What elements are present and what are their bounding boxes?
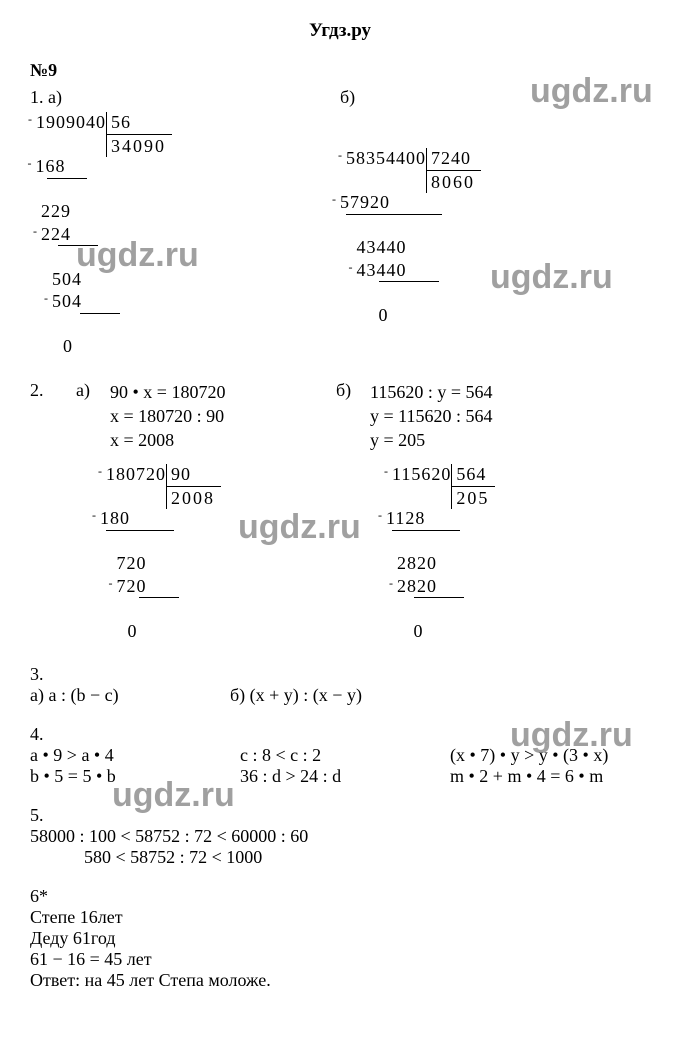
problem-3: 3. а) a : (b − c) б) (x + y) : (x − y): [30, 664, 650, 706]
problem-1: 1. а) 19090405634090 168 229 224 504 504…: [30, 87, 650, 358]
p1a-division: 19090405634090 168 229 224 504 504 0: [30, 112, 330, 358]
problem-5: 5. 58000 : 100 < 58752 : 72 < 60000 : 60…: [30, 805, 650, 868]
p3a: а) a : (b − c): [30, 685, 230, 706]
p4-c1-r1: a • 9 > a • 4: [30, 745, 240, 766]
p2b-division: 1156205642051128 2820 2820 0: [386, 464, 606, 642]
p6-l4: Ответ: на 45 лет Степа моложе.: [30, 970, 650, 991]
p6-l3: 61 − 16 = 45 лет: [30, 949, 650, 970]
problem-2: 2. а) 90 • x = 180720 x = 180720 : 90 x …: [30, 380, 650, 643]
site-header: Угдз.ру: [30, 20, 650, 42]
p2-label: 2.: [30, 380, 76, 401]
p3-label: 3.: [30, 664, 650, 685]
p1a-label: 1. а): [30, 87, 330, 108]
p4-label: 4.: [30, 724, 650, 745]
p2b-eq3: y = 205: [370, 428, 492, 452]
p4-c3-r2: m • 2 + m • 4 = 6 • m: [450, 766, 660, 787]
p2a-eq3: x = 2008: [110, 428, 225, 452]
p4-c3-r1: (x • 7) • y > y • (3 • x): [450, 745, 660, 766]
p4-c2-r1: c : 8 < c : 2: [240, 745, 450, 766]
p2a-eq2: x = 180720 : 90: [110, 404, 225, 428]
p5-line1: 58000 : 100 < 58752 : 72 < 60000 : 60: [30, 826, 650, 847]
p2b-eq2: y = 115620 : 564: [370, 404, 492, 428]
p4-c1-r2: b • 5 = 5 • b: [30, 766, 240, 787]
p1b-division: 583544007240806057920 43440 43440 0: [340, 148, 640, 326]
p4-c2-r2: 36 : d > 24 : d: [240, 766, 450, 787]
p2b-eq1: 115620 : y = 564: [370, 380, 492, 404]
exercise-number: №9: [30, 60, 650, 81]
problem-4: 4. a • 9 > a • 4 b • 5 = 5 • b c : 8 < c…: [30, 724, 650, 787]
p2a-division: 180720902008180 720 720 0: [100, 464, 326, 642]
p6-l2: Деду 61год: [30, 928, 650, 949]
problem-6: 6* Степе 16лет Деду 61год 61 − 16 = 45 л…: [30, 886, 650, 991]
p6-l1: Степе 16лет: [30, 907, 650, 928]
p3b: б) (x + y) : (x − y): [230, 685, 430, 706]
p2a-label: а): [76, 380, 110, 401]
p1b-label: б): [340, 87, 640, 108]
p6-label: 6*: [30, 886, 650, 907]
p5-label: 5.: [30, 805, 650, 826]
p5-line2: 580 < 58752 : 72 < 1000: [30, 847, 650, 868]
p2a-eq1: 90 • x = 180720: [110, 380, 225, 404]
p2b-label: б): [336, 380, 370, 401]
